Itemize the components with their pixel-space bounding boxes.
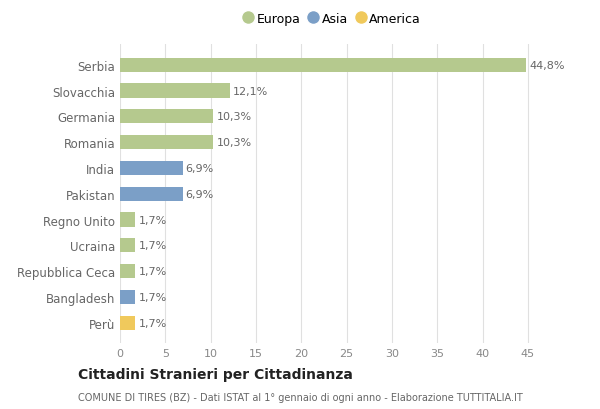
Text: 1,7%: 1,7% <box>139 318 167 328</box>
Text: 44,8%: 44,8% <box>529 61 565 71</box>
Bar <box>120 58 526 73</box>
Text: 1,7%: 1,7% <box>139 241 167 251</box>
Bar <box>120 213 136 227</box>
Bar <box>120 136 214 150</box>
Text: 6,9%: 6,9% <box>186 189 214 199</box>
Bar <box>120 110 214 124</box>
Text: Cittadini Stranieri per Cittadinanza: Cittadini Stranieri per Cittadinanza <box>78 367 353 381</box>
Bar <box>120 239 136 253</box>
Text: 1,7%: 1,7% <box>139 292 167 302</box>
Bar <box>120 290 136 304</box>
Text: COMUNE DI TIRES (BZ) - Dati ISTAT al 1° gennaio di ogni anno - Elaborazione TUTT: COMUNE DI TIRES (BZ) - Dati ISTAT al 1° … <box>78 392 523 402</box>
Text: 1,7%: 1,7% <box>139 215 167 225</box>
Text: 10,3%: 10,3% <box>217 112 251 122</box>
Bar <box>120 187 182 201</box>
Text: 6,9%: 6,9% <box>186 164 214 173</box>
Bar <box>120 316 136 330</box>
Bar <box>120 162 182 175</box>
Bar <box>120 84 230 99</box>
Legend: Europa, Asia, America: Europa, Asia, America <box>241 9 425 30</box>
Bar <box>120 264 136 279</box>
Text: 12,1%: 12,1% <box>233 86 268 97</box>
Text: 1,7%: 1,7% <box>139 267 167 276</box>
Text: 10,3%: 10,3% <box>217 138 251 148</box>
